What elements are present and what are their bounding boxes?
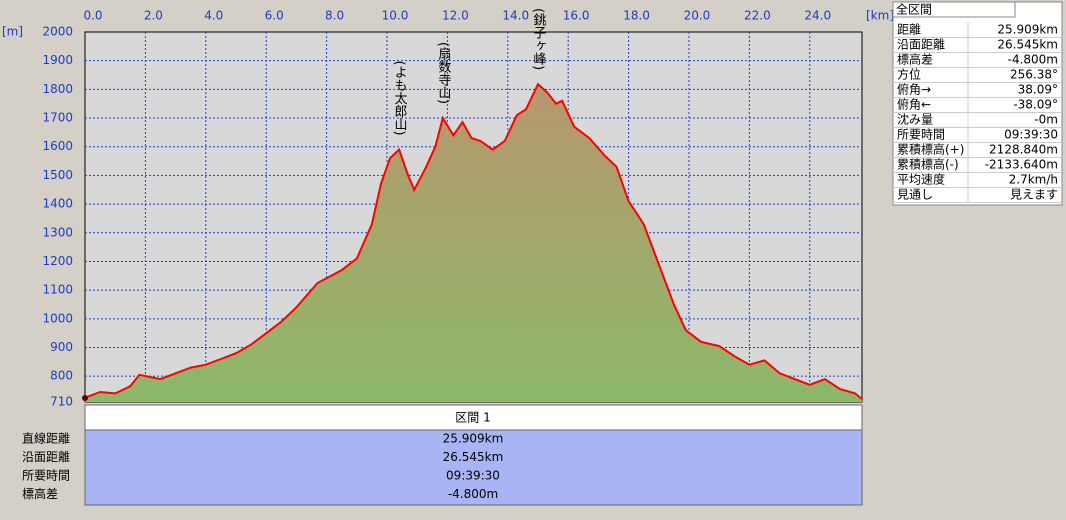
y-tick-label: 2000 bbox=[42, 25, 73, 39]
summary-value: -38.09° bbox=[1013, 98, 1058, 112]
start-marker bbox=[82, 395, 88, 401]
y-tick-label: 1200 bbox=[42, 254, 73, 268]
y-tick-label: 1700 bbox=[42, 111, 73, 125]
section-header-box bbox=[84, 404, 863, 431]
section-key: 沿面距離 bbox=[22, 450, 70, 464]
section-key: 所要時間 bbox=[22, 469, 70, 483]
y-tick-label: 900 bbox=[50, 340, 73, 354]
y-tick-label: 1500 bbox=[42, 168, 73, 182]
x-tick-label: 6.0 bbox=[265, 9, 284, 23]
section-body bbox=[84, 429, 863, 506]
summary-value: -2133.640m bbox=[985, 158, 1058, 172]
summary-key: 距離 bbox=[897, 23, 921, 37]
summary-key: 見通し bbox=[897, 188, 933, 202]
x-tick-label: 10.0 bbox=[382, 9, 409, 23]
summary-key: 沈み量 bbox=[897, 112, 933, 127]
summary-value: 見えます bbox=[1010, 188, 1058, 202]
summary-title-box bbox=[892, 1, 1016, 18]
summary-value: 38.09° bbox=[1018, 83, 1058, 97]
summary-value: -4.800m bbox=[1008, 53, 1058, 67]
summary-value: 2128.840m bbox=[989, 143, 1058, 157]
summary-panel bbox=[892, 1, 1063, 206]
y-tick-label: 1900 bbox=[42, 53, 73, 67]
section-value: 09:39:30 bbox=[446, 469, 500, 483]
section-value: 25.909km bbox=[443, 432, 504, 446]
section-header: 区間 1 bbox=[455, 411, 490, 425]
summary-key: 標高差 bbox=[897, 52, 933, 67]
y-tick-label: 1300 bbox=[42, 225, 73, 239]
y-tick-label: 710 bbox=[50, 395, 73, 409]
x-tick-label: 20.0 bbox=[684, 9, 711, 23]
summary-value: 2.7km/h bbox=[1009, 173, 1058, 187]
x-tick-label: 16.0 bbox=[563, 9, 590, 23]
summary-value: 26.545km bbox=[997, 38, 1058, 52]
summary-key: 俯角← bbox=[897, 97, 931, 112]
x-tick-label: 0.0 bbox=[83, 9, 102, 23]
x-tick-label: 18.0 bbox=[623, 9, 650, 23]
peak-label: (扇数寺山) bbox=[435, 42, 451, 104]
summary-value: 09:39:30 bbox=[1004, 128, 1058, 142]
x-tick-label: 24.0 bbox=[804, 9, 831, 23]
section-key: 標高差 bbox=[22, 486, 58, 501]
x-unit: [km] bbox=[866, 9, 894, 23]
section-value: -4.800m bbox=[448, 487, 498, 501]
y-unit: [m] bbox=[2, 25, 23, 39]
x-tick-label: 2.0 bbox=[144, 9, 163, 23]
x-tick-label: 14.0 bbox=[502, 9, 529, 23]
summary-key: 所要時間 bbox=[897, 128, 945, 142]
elevation-area bbox=[85, 84, 862, 402]
section-key: 直線距離 bbox=[22, 431, 70, 446]
y-tick-label: 1100 bbox=[42, 283, 73, 297]
section-value: 26.545km bbox=[443, 450, 504, 464]
y-tick-label: 1800 bbox=[42, 82, 73, 96]
y-tick-label: 800 bbox=[50, 369, 73, 383]
summary-key: 沿面距離 bbox=[897, 38, 945, 52]
summary-key: 平均速度 bbox=[897, 172, 945, 187]
summary-key: 累積標高(+) bbox=[897, 142, 964, 157]
y-tick-label: 1000 bbox=[42, 311, 73, 325]
y-tick-label: 1600 bbox=[42, 139, 73, 153]
x-tick-label: 22.0 bbox=[744, 9, 771, 23]
summary-key: 累積標高(-) bbox=[897, 157, 959, 172]
summary-value: -0m bbox=[1034, 113, 1058, 127]
summary-value: 256.38° bbox=[1010, 68, 1058, 82]
y-tick-label: 1400 bbox=[42, 197, 73, 211]
peak-label: (銚子ヶ峰) bbox=[530, 8, 546, 70]
summary-key: 俯角→ bbox=[897, 82, 931, 97]
x-tick-label: 8.0 bbox=[325, 9, 344, 23]
summary-value: 25.909km bbox=[997, 23, 1058, 37]
summary-title: 全区間 bbox=[896, 2, 932, 17]
peak-label: (よも太郎山) bbox=[392, 60, 408, 135]
elevation-line bbox=[84, 82, 863, 400]
x-tick-label: 12.0 bbox=[442, 9, 469, 23]
summary-key: 方位 bbox=[897, 67, 921, 82]
x-tick-label: 4.0 bbox=[204, 9, 223, 23]
